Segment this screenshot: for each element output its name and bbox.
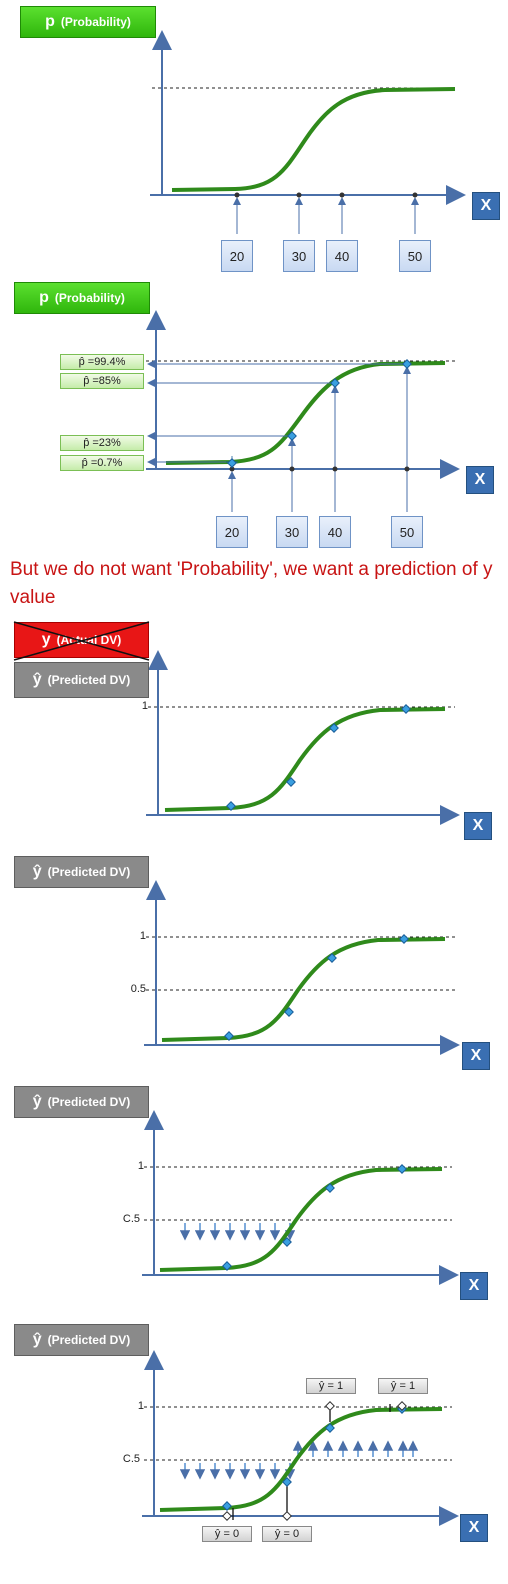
- x-axis-label: X: [462, 1042, 490, 1070]
- badge-label: (Probability): [54, 291, 125, 305]
- tick-label-40: 40: [319, 516, 351, 548]
- badge-label: (Predicted DV): [47, 1333, 131, 1347]
- prob-label-85: p̂ =85%: [60, 373, 144, 389]
- y-tick-1: 1: [141, 700, 148, 712]
- badge-label: (Predicted DV): [47, 673, 131, 687]
- tick-label-40: 40: [326, 240, 358, 272]
- probability-badge: p (Probability): [14, 282, 150, 314]
- tick-arrows: [233, 192, 419, 234]
- y-tick-05: 0.5: [130, 983, 146, 995]
- tick-label-50: 50: [399, 240, 431, 272]
- y-tick-1: 1: [139, 930, 146, 942]
- pred-label-y1-b: ŷ = 1: [378, 1378, 428, 1394]
- tick-label-30: 30: [276, 516, 308, 548]
- predicted-dv-badge: ŷ (Predicted DV): [14, 1086, 149, 1118]
- y-hat-letter: ŷ: [32, 863, 42, 880]
- y-letter: y: [41, 631, 51, 648]
- message-text: But we do not want 'Probability', we wan…: [10, 559, 493, 608]
- p-hat-letter: p: [45, 13, 55, 30]
- x-axis-label: X: [460, 1514, 488, 1542]
- panel-1-plot: [150, 30, 466, 234]
- up-arrows: [292, 1440, 419, 1457]
- predicted-dv-badge: ŷ (Predicted DV): [14, 1324, 149, 1356]
- panel-5: ŷ (Predicted DV) 1 C.5 X: [0, 1080, 508, 1310]
- x-axis-label: X: [472, 192, 500, 220]
- pred-label-y1-a: ŷ = 1: [306, 1378, 356, 1394]
- panel-6-plot: [142, 1350, 459, 1526]
- prob-label-07: p̂ =0.7%: [60, 455, 144, 471]
- predicted-dv-badge: ŷ (Predicted DV): [14, 662, 149, 698]
- y-tick-05: C.5: [122, 1453, 140, 1465]
- predicted-dv-badge: ŷ (Predicted DV): [14, 856, 149, 888]
- y-hat-letter: ŷ: [32, 671, 42, 688]
- panel-2-plot: [146, 310, 460, 512]
- sigmoid-curve: [171, 87, 456, 192]
- tick-label-20: 20: [216, 516, 248, 548]
- y-tick-1: 1: [137, 1160, 144, 1172]
- prob-label-23: p̂ =23%: [60, 435, 144, 451]
- x-axis-label: X: [464, 812, 492, 840]
- panel-3-plot: [13, 621, 460, 825]
- x-axis-label: X: [466, 466, 494, 494]
- x-axis-label: X: [460, 1272, 488, 1300]
- pred-label-y0-b: ŷ = 0: [262, 1526, 312, 1542]
- pred-label-y0-a: ŷ = 0: [202, 1526, 252, 1542]
- y-hat-letter: ŷ: [32, 1093, 42, 1110]
- y-tick-1: 1: [137, 1400, 144, 1412]
- down-arrows: [179, 1463, 296, 1480]
- y-tick-05: C.5: [122, 1213, 140, 1225]
- prob-label-99: p̂ =99.4%: [60, 354, 144, 370]
- panel-6: ŷ (Predicted DV): [0, 1320, 508, 1584]
- panel-4-plot: [144, 880, 460, 1055]
- y-hat-letter: ŷ: [32, 1331, 42, 1348]
- probability-badge: p (Probability): [20, 6, 156, 38]
- badge-label: (Probability): [60, 15, 131, 29]
- panel-5-plot: [142, 1110, 459, 1285]
- tick-label-30: 30: [283, 240, 315, 272]
- panel-1: p (Probability) X 20 30 40 50: [0, 0, 508, 280]
- panel-3: y (Actual DV) ŷ (Predicted DV) 1 X: [0, 620, 508, 850]
- p-hat-letter: p: [39, 289, 49, 306]
- badge-label: (Predicted DV): [47, 1095, 131, 1109]
- cross-line: [13, 621, 150, 661]
- tick-label-20: 20: [221, 240, 253, 272]
- panel-4: ŷ (Predicted DV) 1 0.5 X: [0, 850, 508, 1080]
- panel-2: p (Probability) p̂ =99: [0, 280, 508, 550]
- badge-label: (Predicted DV): [47, 865, 131, 879]
- tick-label-50: 50: [391, 516, 423, 548]
- down-arrows: [179, 1223, 296, 1241]
